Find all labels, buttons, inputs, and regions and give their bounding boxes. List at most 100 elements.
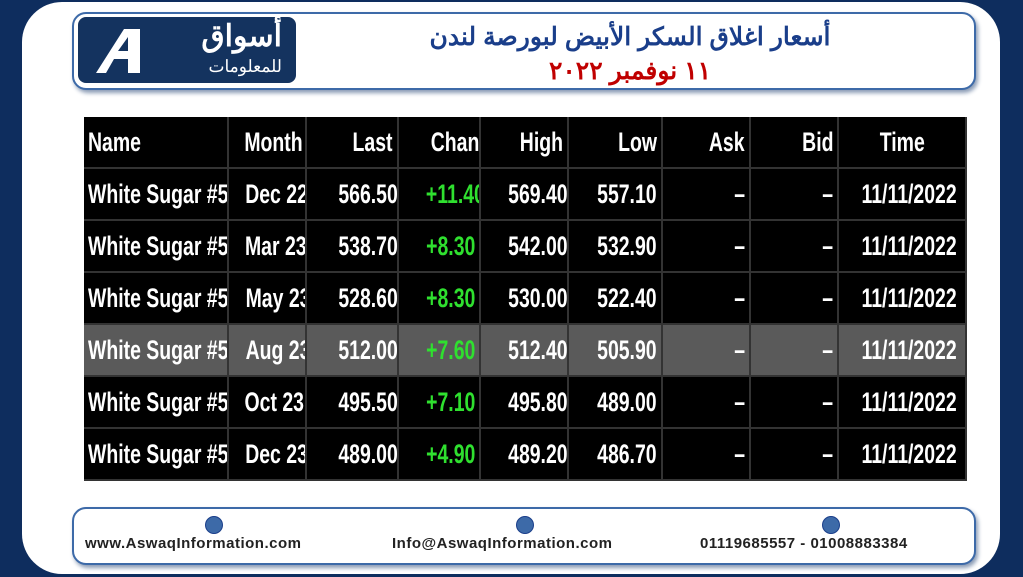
header-row-cell: High bbox=[480, 117, 569, 169]
cell-text: 569.40 bbox=[508, 178, 568, 209]
cell-text: 530.00 bbox=[508, 282, 568, 313]
logo-emblem bbox=[96, 29, 140, 73]
data-row-cell: 489.20 bbox=[480, 428, 569, 481]
cell-text: 512.00s bbox=[338, 334, 398, 365]
cell-text: Name bbox=[88, 126, 141, 157]
cell-text: 532.90 bbox=[597, 230, 657, 261]
data-row-cell: 11/11/2022 bbox=[838, 428, 967, 481]
cell-text: 11/11/2022 bbox=[861, 334, 957, 365]
data-row-cell: White Sugar #5 bbox=[84, 376, 229, 429]
data-row-cell: +7.60 bbox=[398, 324, 481, 377]
cell-text: +8.30 bbox=[425, 230, 475, 261]
cell-text: Dec 23 bbox=[245, 438, 306, 469]
cell-text: 11/11/2022 bbox=[861, 386, 957, 417]
data-row-cell: 522.40 bbox=[568, 272, 663, 325]
header-row-cell: Low bbox=[568, 117, 663, 169]
data-row-cell: 528.60s bbox=[306, 272, 399, 325]
cell-text: White Sugar #5 bbox=[88, 178, 228, 209]
cell-text: White Sugar #5 bbox=[88, 230, 228, 261]
data-row-cell: 495.50s bbox=[306, 376, 399, 429]
cell-text: White Sugar #5 bbox=[88, 438, 228, 469]
data-row-cell: 532.90 bbox=[568, 220, 663, 273]
data-row-cell: +8.30 bbox=[398, 272, 481, 325]
cell-text: – bbox=[734, 282, 745, 313]
cell-text: – bbox=[734, 438, 745, 469]
cell-text: 11/11/2022 bbox=[861, 230, 957, 261]
data-row-cell: – bbox=[750, 220, 839, 273]
cell-text: 495.50s bbox=[338, 386, 398, 417]
phone-icon bbox=[822, 516, 840, 534]
data-row: White Sugar #5 Mar 23 538.70s +8.30 542.00 53… bbox=[84, 220, 967, 273]
logo: أسواق للمعلومات bbox=[78, 17, 296, 83]
cell-text: White Sugar #5 bbox=[88, 282, 228, 313]
cell-text: Month bbox=[244, 126, 303, 157]
data-row-cell: Aug 23 bbox=[228, 324, 307, 377]
data-row-cell: 512.00s bbox=[306, 324, 399, 377]
data-row-cell: White Sugar #5 bbox=[84, 272, 229, 325]
data-row-cell: 489.00s bbox=[306, 428, 399, 481]
data-row-cell: White Sugar #5 bbox=[84, 324, 229, 377]
mail-icon bbox=[516, 516, 534, 534]
data-row-cell: – bbox=[662, 272, 751, 325]
data-row: White Sugar #5 May 23 528.60s +8.30 530.00 52… bbox=[84, 272, 967, 325]
data-row-cell: 495.80 bbox=[480, 376, 569, 429]
data-row-cell: – bbox=[662, 324, 751, 377]
header-row-cell: Name bbox=[84, 117, 229, 169]
cell-text: +7.10 bbox=[425, 386, 475, 417]
cell-text: Ask bbox=[709, 126, 745, 157]
data-row-cell: 11/11/2022 bbox=[838, 324, 967, 377]
cell-text: – bbox=[822, 282, 833, 313]
data-row-cell: May 23 bbox=[228, 272, 307, 325]
data-row-cell: – bbox=[750, 376, 839, 429]
data-row-cell: 569.40 bbox=[480, 168, 569, 221]
cell-text: Bid bbox=[801, 126, 833, 157]
data-row-cell: – bbox=[662, 428, 751, 481]
data-row-cell: White Sugar #5 bbox=[84, 168, 229, 221]
cell-text: +4.90 bbox=[425, 438, 475, 469]
data-row-cell: 538.70s bbox=[306, 220, 399, 273]
data-row-cell: – bbox=[750, 428, 839, 481]
phones: 01119685557 - 01008883384 bbox=[700, 535, 908, 552]
cell-text: 566.50s bbox=[338, 178, 398, 209]
header-row-cell: Month bbox=[228, 117, 307, 169]
data-row-cell: White Sugar #5 bbox=[84, 428, 229, 481]
cell-text: Time bbox=[879, 126, 925, 157]
data-row-cell: 557.10 bbox=[568, 168, 663, 221]
data-row-cell: 11/11/2022 bbox=[838, 220, 967, 273]
header-row-cell: Last bbox=[306, 117, 399, 169]
cell-text: 489.00 bbox=[597, 386, 657, 417]
data-row-cell: – bbox=[662, 220, 751, 273]
date: ١١ نوفمبر ٢٠٢٢ bbox=[548, 57, 712, 85]
data-row: White Sugar #5 Oct 23 495.50s +7.10 495.80 48… bbox=[84, 376, 967, 429]
data-row-cell: – bbox=[750, 324, 839, 377]
cell-text: – bbox=[734, 178, 745, 209]
cell-text: Mar 23 bbox=[244, 230, 306, 261]
cell-text: Dec 22 bbox=[245, 178, 306, 209]
data-row-cell: 512.40 bbox=[480, 324, 569, 377]
cell-text: – bbox=[822, 438, 833, 469]
cell-text: May 23 bbox=[245, 282, 306, 313]
cell-text: High bbox=[519, 126, 563, 157]
cell-text: 557.10 bbox=[597, 178, 657, 209]
logo-name: أسواق bbox=[201, 20, 282, 53]
cell-text: 11/11/2022 bbox=[861, 282, 957, 313]
cell-text: +8.30 bbox=[425, 282, 475, 313]
header-row-cell: Bid bbox=[750, 117, 839, 169]
web-icon bbox=[205, 516, 223, 534]
cell-text: +11.40 bbox=[425, 178, 480, 209]
data-row-cell: 489.00 bbox=[568, 376, 663, 429]
cell-text: – bbox=[734, 386, 745, 417]
cell-text: 489.20 bbox=[508, 438, 568, 469]
header-row-cell: Ask bbox=[662, 117, 751, 169]
cell-text: – bbox=[734, 230, 745, 261]
header-row-cell: Change bbox=[398, 117, 481, 169]
cell-text: 528.60s bbox=[338, 282, 398, 313]
website: www.AswaqInformation.com bbox=[85, 535, 302, 552]
data-row-cell: – bbox=[662, 376, 751, 429]
data-row-cell: 566.50s bbox=[306, 168, 399, 221]
data-row-cell: 505.90 bbox=[568, 324, 663, 377]
data-row-cell: 11/11/2022 bbox=[838, 272, 967, 325]
data-row-cell: +11.40 bbox=[398, 168, 481, 221]
data-row-cell: – bbox=[750, 168, 839, 221]
